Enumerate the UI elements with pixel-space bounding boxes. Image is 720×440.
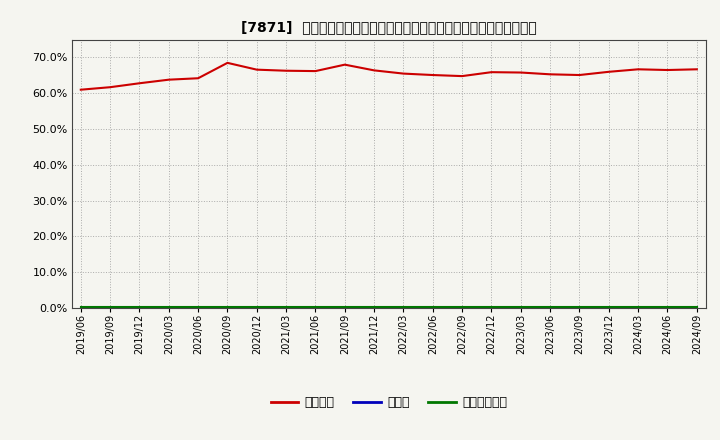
繰延税金資産 [546, 304, 554, 309]
自己資本 [487, 70, 496, 75]
のれん [605, 305, 613, 310]
のれん [135, 305, 144, 310]
繰延税金資産 [164, 304, 173, 309]
Title: [7871]  自己資本、のれん、繰延税金資産の総資産に対する比率の推移: [7871] 自己資本、のれん、繰延税金資産の総資産に対する比率の推移 [241, 20, 536, 34]
自己資本 [663, 67, 672, 73]
自己資本 [135, 81, 144, 86]
繰延税金資産 [194, 304, 202, 309]
繰延税金資産 [458, 304, 467, 309]
自己資本 [634, 67, 642, 72]
繰延税金資産 [282, 304, 290, 309]
自己資本 [76, 87, 85, 92]
繰延税金資産 [399, 304, 408, 309]
自己資本 [399, 71, 408, 76]
のれん [663, 305, 672, 310]
自己資本 [282, 68, 290, 73]
繰延税金資産 [341, 304, 349, 309]
のれん [282, 305, 290, 310]
繰延税金資産 [575, 304, 584, 309]
繰延税金資産 [693, 304, 701, 309]
自己資本 [311, 69, 320, 74]
自己資本 [370, 68, 379, 73]
繰延税金資産 [135, 304, 144, 309]
自己資本 [164, 77, 173, 82]
のれん [458, 305, 467, 310]
繰延税金資産 [663, 304, 672, 309]
繰延税金資産 [516, 304, 525, 309]
繰延税金資産 [76, 304, 85, 309]
Legend: 自己資本, のれん, 繰延税金資産: 自己資本, のれん, 繰延税金資産 [266, 392, 512, 414]
自己資本 [605, 69, 613, 74]
のれん [693, 305, 701, 310]
繰延税金資産 [253, 304, 261, 309]
自己資本 [693, 67, 701, 72]
のれん [428, 305, 437, 310]
繰延税金資産 [487, 304, 496, 309]
繰延税金資産 [311, 304, 320, 309]
自己資本 [223, 60, 232, 66]
繰延税金資産 [634, 304, 642, 309]
繰延税金資産 [605, 304, 613, 309]
自己資本 [428, 73, 437, 78]
自己資本 [253, 67, 261, 72]
繰延税金資産 [428, 304, 437, 309]
のれん [634, 305, 642, 310]
のれん [370, 305, 379, 310]
のれん [253, 305, 261, 310]
のれん [223, 305, 232, 310]
のれん [106, 305, 114, 310]
自己資本 [106, 84, 114, 90]
のれん [575, 305, 584, 310]
のれん [546, 305, 554, 310]
繰延税金資産 [370, 304, 379, 309]
自己資本 [341, 62, 349, 67]
のれん [194, 305, 202, 310]
のれん [76, 305, 85, 310]
のれん [341, 305, 349, 310]
のれん [164, 305, 173, 310]
自己資本 [546, 72, 554, 77]
自己資本 [516, 70, 525, 75]
自己資本 [575, 73, 584, 78]
のれん [487, 305, 496, 310]
Line: 自己資本: 自己資本 [81, 63, 697, 90]
自己資本 [194, 76, 202, 81]
繰延税金資産 [106, 304, 114, 309]
のれん [516, 305, 525, 310]
自己資本 [458, 73, 467, 79]
のれん [311, 305, 320, 310]
のれん [399, 305, 408, 310]
繰延税金資産 [223, 304, 232, 309]
